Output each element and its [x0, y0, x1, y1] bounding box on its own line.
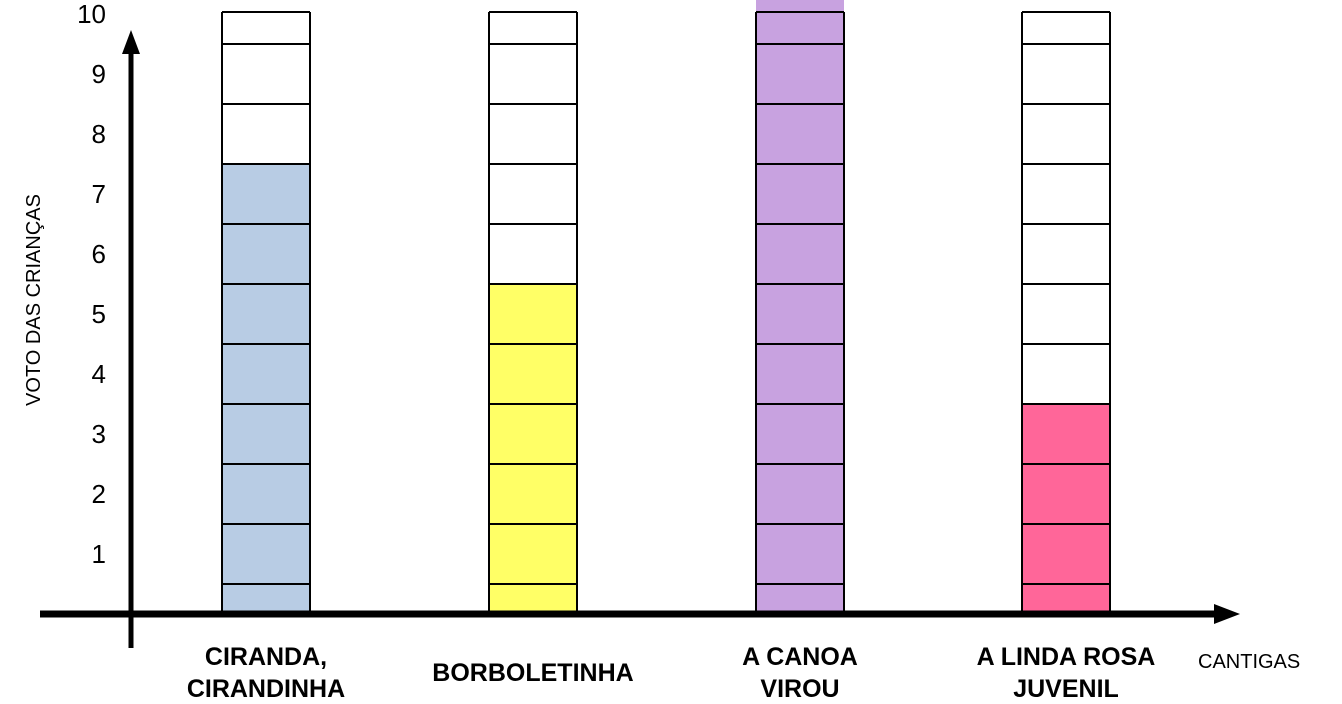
y-tick-label: 1 [92, 539, 106, 569]
y-tick-label: 9 [92, 59, 106, 89]
x-axis-arrow-icon [1214, 604, 1240, 624]
bar-column [1021, 11, 1111, 614]
category-label: A CANOA VIROU [742, 643, 858, 703]
y-tick-label: 5 [92, 299, 106, 329]
category-label: BORBOLETINHA [432, 659, 633, 687]
bar [489, 284, 577, 614]
y-tick-label: 4 [92, 359, 106, 389]
y-axis-arrow-icon [122, 30, 140, 54]
y-tick-label: 8 [92, 119, 106, 149]
category-labels: CIRANDA, CIRANDINHA BORBOLETINHA A CANOA VIR… [187, 643, 1156, 703]
y-tick-label: 2 [92, 479, 106, 509]
bar [756, 0, 844, 614]
y-tick-labels: 1 2 3 4 5 6 7 8 9 10 [77, 0, 106, 569]
y-axis-title: VOTO DAS CRIANÇAS [23, 194, 45, 406]
category-label: CIRANDA, CIRANDINHA [187, 643, 345, 703]
bars-layer [221, 0, 1111, 614]
bar [222, 164, 310, 614]
y-tick-label: 10 [77, 0, 106, 29]
bar [1022, 404, 1110, 614]
category-label: A LINDA ROSA JUVENIL [977, 643, 1156, 703]
y-tick-label: 3 [92, 419, 106, 449]
bar-column [755, 0, 845, 614]
bar-column [488, 11, 578, 614]
bar-column [221, 11, 311, 614]
x-axis-title: CANTIGAS [1198, 651, 1300, 673]
y-tick-label: 7 [92, 179, 106, 209]
axes-layer [40, 30, 1240, 648]
y-tick-label: 6 [92, 239, 106, 269]
